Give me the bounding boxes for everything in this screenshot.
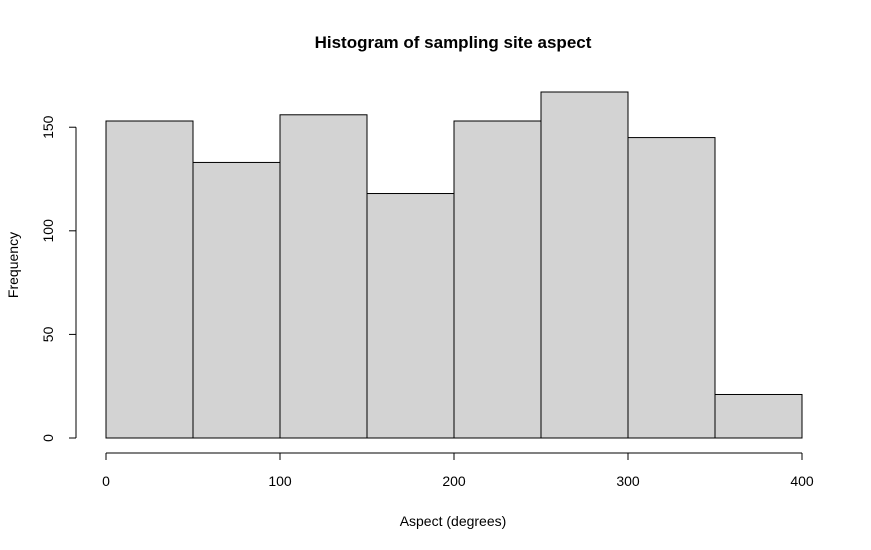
y-tick-label-0: 0: [40, 434, 56, 442]
y-tick-label-2: 100: [40, 219, 56, 243]
histogram-bar-3: [366, 193, 455, 439]
y-axis: 0 50 100 150: [40, 115, 77, 442]
histogram-bar-6: [627, 137, 716, 439]
histogram-bar-1: [192, 161, 281, 439]
y-tick-label-3: 150: [40, 115, 56, 139]
chart-title: Histogram of sampling site aspect: [315, 33, 592, 52]
histogram-bar-2: [279, 114, 368, 439]
x-tick-label-4: 400: [790, 473, 814, 489]
bars-group: [105, 91, 803, 439]
histogram-bar-5: [540, 91, 629, 439]
histogram-bar-0: [105, 120, 194, 439]
x-tick-label-0: 0: [102, 473, 110, 489]
x-tick-label-2: 200: [442, 473, 466, 489]
y-axis-label: Frequency: [5, 232, 21, 298]
x-axis: 0 100 200 300 400: [102, 452, 814, 489]
histogram-bar-7: [714, 393, 803, 439]
histogram-bar-4: [453, 120, 542, 439]
x-tick-label-3: 300: [616, 473, 640, 489]
x-axis-label: Aspect (degrees): [400, 513, 507, 529]
y-tick-label-1: 50: [40, 326, 56, 342]
x-tick-label-1: 100: [268, 473, 292, 489]
